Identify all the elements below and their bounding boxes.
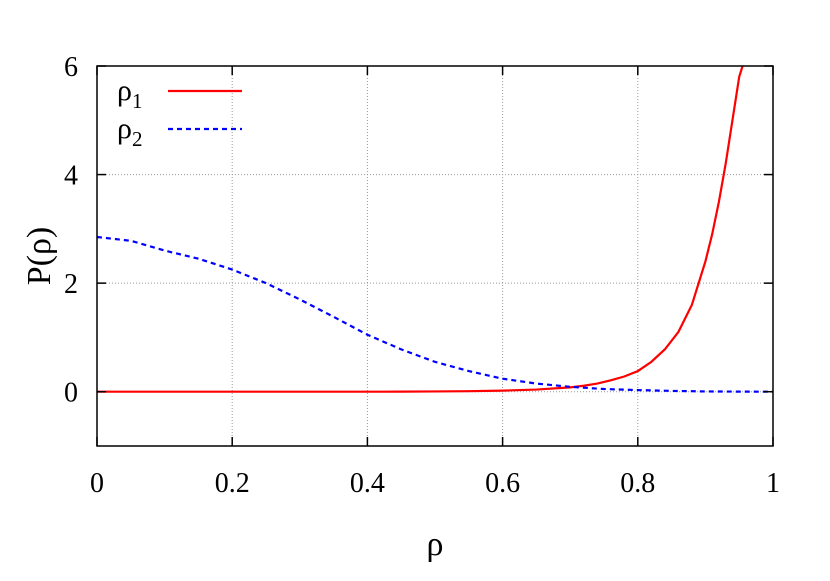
legend-label-2: ρ2	[117, 112, 142, 151]
legend-label-1: ρ1	[117, 74, 142, 113]
y-tick-label: 4	[64, 161, 78, 192]
y-tick-label: 0	[64, 378, 78, 409]
y-tick-label: 6	[64, 52, 78, 83]
grid-lines	[97, 66, 773, 446]
y-tick-label: 2	[64, 269, 78, 300]
x-tick-label: 0	[90, 468, 104, 499]
x-tick-label: 0.6	[485, 468, 520, 499]
plot-frame	[96, 65, 774, 447]
x-tick-label: 0.4	[350, 468, 385, 499]
series-line-2	[97, 235, 773, 393]
y-axis-label: P(ρ)	[21, 227, 58, 286]
axis-ticks: 0 0.2 0.4 0.6 0.8 1 0 2 4 6	[64, 52, 780, 499]
x-tick-label: 0.2	[215, 468, 250, 499]
x-tick-label: 1	[766, 468, 780, 499]
series-lines	[97, 66, 773, 393]
x-axis-label: ρ	[427, 526, 444, 563]
x-tick-label: 0.8	[620, 468, 655, 499]
series-line-1	[97, 66, 744, 393]
